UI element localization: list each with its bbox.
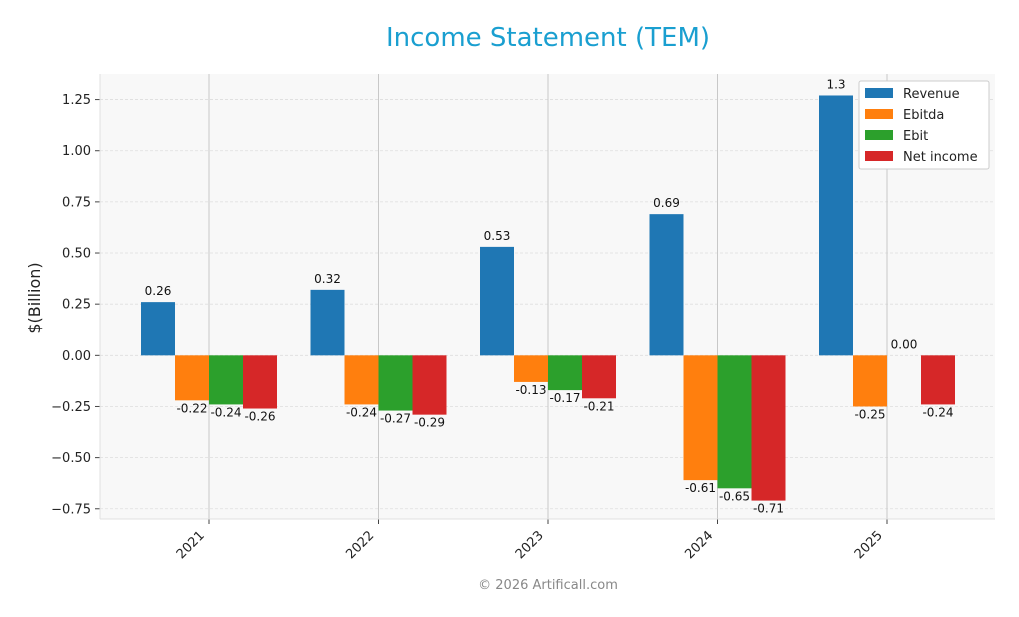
y-tick-label: 1.00: [62, 144, 91, 159]
data-label: -0.13: [515, 383, 546, 397]
legend-label: Net income: [903, 150, 978, 165]
legend-box: [858, 80, 990, 170]
bar-ebit: [378, 355, 413, 411]
data-label: -0.26: [244, 410, 275, 424]
bar-ebitda: [853, 355, 887, 407]
legend-swatch: [865, 88, 893, 98]
y-axis: −0.75 −0.50 −0.25 0.00 0.25 0.50 0.75 1.00 1.25: [51, 74, 101, 519]
bar-ebitda: [683, 355, 718, 481]
data-label: 0.26: [145, 284, 172, 298]
x-tick-label: 2024: [682, 528, 716, 562]
y-tick-label: −0.25: [51, 400, 91, 415]
y-tick-label: −0.50: [51, 451, 91, 466]
bar-revenue: [819, 95, 853, 356]
data-label: -0.25: [854, 407, 885, 421]
data-labels: 0.260.320.530.691.3-0.22 -0.24-0.13-0.61-…: [145, 77, 954, 515]
bar-net-income: [412, 355, 447, 415]
data-label: -0.24: [922, 405, 953, 419]
data-label: 0.32: [314, 272, 341, 286]
bars: [141, 95, 955, 501]
data-label: -0.17: [549, 391, 580, 405]
bar-net-income: [243, 355, 277, 409]
x-tick-label: 2022: [343, 528, 377, 562]
legend-swatch: [865, 151, 893, 161]
y-tick-label: 0.75: [62, 195, 91, 210]
legend-label: Revenue: [903, 87, 960, 102]
data-label: -0.24: [210, 405, 241, 419]
data-label: -0.71: [753, 502, 784, 516]
x-tick-label: 2025: [852, 528, 886, 562]
data-label: -0.61: [685, 481, 716, 495]
bar-revenue: [480, 246, 514, 356]
legend-label: Ebit: [903, 129, 928, 144]
x-tick-label: 2023: [513, 528, 547, 562]
bar-net-income: [921, 355, 955, 405]
bar-ebitda: [175, 355, 209, 401]
x-axis: 2021 2022 2023 2024 2025: [100, 518, 995, 562]
chart-title: Income Statement (TEM): [386, 23, 710, 53]
y-axis-label: $(Billion): [25, 262, 44, 333]
footer-copyright: © 2026 Artificall.com: [478, 578, 618, 593]
legend-swatch: [865, 130, 893, 140]
y-tick-label: 1.25: [62, 93, 91, 108]
bar-ebit: [548, 355, 582, 391]
bar-ebitda: [344, 355, 379, 405]
data-label: -0.29: [414, 416, 445, 430]
y-tick-label: 0.25: [62, 298, 91, 313]
bar-revenue: [141, 302, 175, 356]
data-label: 0.69: [653, 196, 680, 210]
bar-ebit: [717, 355, 752, 489]
legend-label: Ebitda: [903, 108, 944, 123]
bar-revenue: [310, 289, 345, 356]
data-label: -0.24: [346, 405, 377, 419]
y-tick-label: 0.00: [62, 349, 91, 364]
legend: Revenue Ebitda Ebit Net income: [858, 80, 990, 170]
bar-ebitda: [514, 355, 548, 382]
data-label: 0.53: [484, 229, 511, 243]
data-label: 0.00: [891, 337, 918, 351]
bar-net-income: [582, 355, 616, 399]
data-label: -0.65: [719, 489, 750, 503]
bar-net-income: [751, 355, 786, 501]
y-tick-label: −0.75: [51, 502, 91, 517]
legend-swatch: [865, 109, 893, 119]
data-label: 1.3: [826, 77, 845, 91]
data-label: -0.21: [583, 399, 614, 413]
data-label: -0.27: [380, 412, 411, 426]
bar-revenue: [649, 214, 684, 356]
y-tick-label: 0.50: [62, 247, 91, 262]
bar-ebit: [209, 355, 243, 405]
data-label: -0.22: [176, 401, 207, 415]
x-tick-label: 2021: [174, 528, 208, 562]
